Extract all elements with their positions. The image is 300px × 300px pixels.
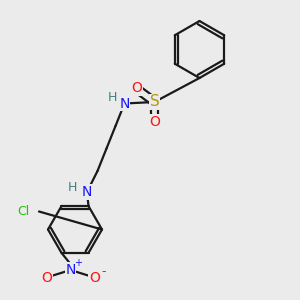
Text: O: O — [131, 82, 142, 95]
Text: N: N — [119, 97, 130, 110]
Text: +: + — [74, 257, 82, 268]
Text: H: H — [108, 91, 117, 104]
Text: N: N — [82, 185, 92, 199]
Text: S: S — [150, 94, 159, 110]
Text: H: H — [67, 181, 77, 194]
Text: N: N — [65, 263, 76, 277]
Text: O: O — [149, 115, 160, 128]
Text: Cl: Cl — [18, 205, 30, 218]
Text: O: O — [41, 271, 52, 284]
Text: O: O — [89, 271, 100, 284]
Text: -: - — [101, 265, 106, 278]
